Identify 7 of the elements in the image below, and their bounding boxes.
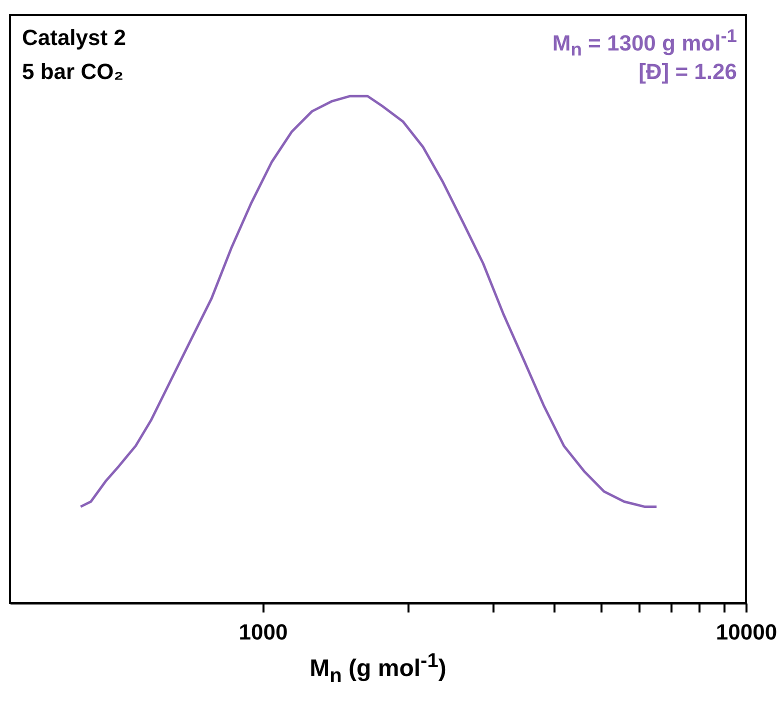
text: M$_{n}$ = 1300 g mol$^{-1}$ <box>552 25 737 60</box>
x-tick-label: 1000 <box>238 620 288 644</box>
x-tick-label: 10000 <box>716 620 778 644</box>
text: [Đ] = 1.26 <box>638 59 737 84</box>
text: Catalyst 2 <box>22 25 126 50</box>
text: 5 bar CO₂ <box>22 59 124 84</box>
x-axis-title: M$_{n}$ (g mol$^{-1}$) <box>308 650 448 688</box>
